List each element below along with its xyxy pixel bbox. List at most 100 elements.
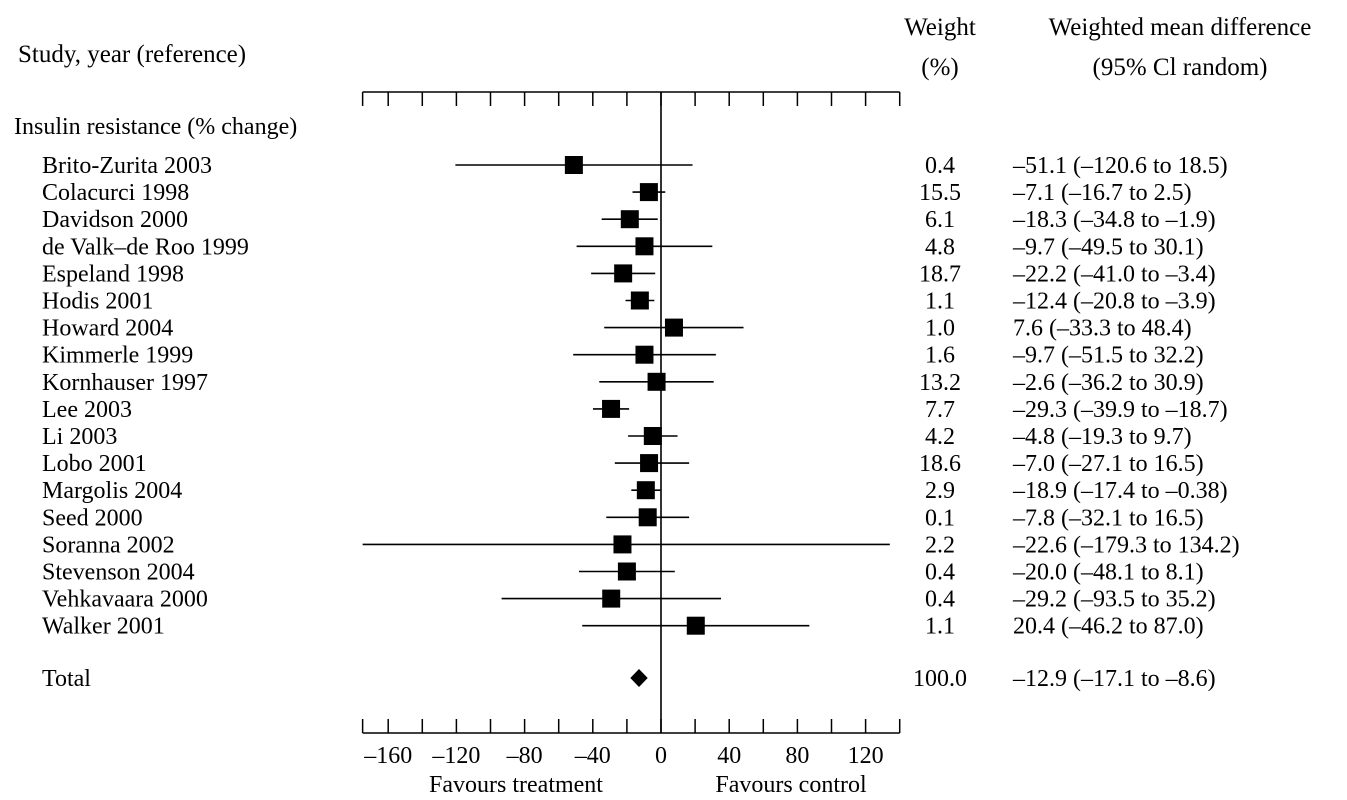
study-ci-text: –9.7 (–51.5 to 32.2) [1012,343,1204,369]
study-weight: 0.4 [925,587,955,613]
study-weight: 13.2 [919,370,961,396]
point-estimate-square [635,345,654,364]
study-weight: 0.1 [925,505,955,531]
study-weight: 4.2 [925,424,955,450]
point-estimate-square [647,372,666,391]
x-tick-label: 0 [655,743,667,769]
study-ci-text: –18.3 (–34.8 to –1.9) [1012,207,1216,233]
point-estimate-square [564,156,583,174]
total-ci-text: –12.9 (–17.1 to –8.6) [1012,666,1216,692]
study-row: Lee 2003 7.7 –29.3 (–39.9 to –18.7) [42,397,1228,423]
total-row: Total 100.0 –12.9 (–17.1 to –8.6) [42,666,1216,692]
favours-treatment-label: Favours treatment [429,772,603,798]
study-row: Seed 2000 0.1 –7.8 (–32.1 to 16.5) [42,505,1204,531]
study-ci-text: 20.4 (–46.2 to 87.0) [1013,614,1204,640]
study-ci-text: –51.1 (–120.6 to 18.5) [1012,153,1228,179]
study-ci-text: –12.4 (–20.8 to –3.9) [1012,289,1216,315]
study-name: Davidson 2000 [42,207,188,233]
study-row: Lobo 2001 18.6 –7.0 (–27.1 to 16.5) [42,451,1204,477]
point-estimate-square [602,589,621,608]
study-ci-text: –18.9 (–17.4 to –0.38) [1012,478,1228,504]
point-estimate-square [640,454,659,473]
study-row: Hodis 2001 1.1 –12.4 (–20.8 to –3.9) [42,289,1216,315]
point-estimate-square [617,562,636,581]
point-estimate-square [613,535,632,554]
study-ci-text: –4.8 (–19.3 to 9.7) [1012,424,1192,450]
study-row: Howard 2004 1.0 7.6 (–33.3 to 48.4) [42,316,1192,342]
study-name: Kornhauser 1997 [42,370,208,396]
favours-control-label: Favours control [715,772,867,798]
study-row: Kimmerle 1999 1.6 –9.7 (–51.5 to 32.2) [42,343,1204,369]
study-name: Brito-Zurita 2003 [42,153,212,179]
study-ci-text: –9.7 (–49.5 to 30.1) [1012,234,1204,260]
study-ci-text: –29.2 (–93.5 to 35.2) [1012,587,1216,613]
study-weight: 0.4 [925,153,955,179]
study-weight: 1.0 [925,316,955,342]
study-ci-text: –7.0 (–27.1 to 16.5) [1012,451,1204,477]
study-row: Soranna 2002 2.2 –22.6 (–179.3 to 134.2) [42,532,1240,558]
x-tick-label: 40 [717,743,741,769]
total-label: Total [42,666,91,692]
weight-column-header-line1: Weight [904,14,976,41]
point-estimate-square [664,318,683,337]
point-estimate-square [635,237,654,256]
study-name: Margolis 2004 [42,478,182,504]
x-tick-label: –120 [431,743,480,769]
study-weight: 1.1 [925,289,955,315]
study-ci-text: –7.1 (–16.7 to 2.5) [1012,180,1192,206]
study-ci-text: –29.3 (–39.9 to –18.7) [1012,397,1228,423]
study-row: Vehkavaara 2000 0.4 –29.2 (–93.5 to 35.2) [42,587,1216,613]
study-weight: 6.1 [925,207,955,233]
study-rows: Brito-Zurita 2003 0.4 –51.1 (–120.6 to 18.… [42,153,1240,640]
study-weight: 2.2 [925,532,955,558]
point-estimate-square [638,508,657,527]
study-name: Howard 2004 [42,316,173,342]
study-row: Walker 2001 1.1 20.4 (–46.2 to 87.0) [42,614,1204,640]
point-estimate-square [639,183,658,202]
x-tick-label: 80 [785,743,809,769]
study-name: Vehkavaara 2000 [42,587,208,613]
study-row: Margolis 2004 2.9 –18.9 (–17.4 to –0.38) [42,478,1228,504]
x-tick-label: 120 [848,743,884,769]
study-name: Espeland 1998 [42,261,184,287]
study-weight: 15.5 [919,180,961,206]
point-estimate-square [630,291,649,310]
study-name: de Valk–de Roo 1999 [42,234,249,260]
study-row: Colacurci 1998 15.5 –7.1 (–16.7 to 2.5) [42,180,1192,206]
study-ci-text: –2.6 (–36.2 to 30.9) [1012,370,1204,396]
point-estimate-square [602,399,621,418]
study-weight: 1.1 [925,614,955,640]
total-diamond [630,669,648,687]
point-estimate-square [636,481,655,500]
study-name: Kimmerle 1999 [42,343,193,369]
study-row: de Valk–de Roo 1999 4.8 –9.7 (–49.5 to 30.… [42,234,1204,260]
study-weight: 18.6 [919,451,961,477]
study-ci-text: –20.0 (–48.1 to 8.1) [1012,560,1204,586]
weight-column-header-line2: (%) [921,54,958,81]
study-ci-text: 7.6 (–33.3 to 48.4) [1013,316,1192,342]
study-name: Colacurci 1998 [42,180,189,206]
study-name: Stevenson 2004 [42,560,195,586]
point-estimate-square [620,210,639,229]
study-name: Lee 2003 [42,397,132,423]
wmd-column-header-line1: Weighted mean difference [1049,14,1312,41]
x-tick-labels: –160 –120 –80 –40 0 40 80 120 [363,743,883,769]
study-weight: 7.7 [925,397,955,423]
study-name: Seed 2000 [42,505,143,531]
axes [361,91,901,734]
study-row: Brito-Zurita 2003 0.4 –51.1 (–120.6 to 18.… [42,153,1228,179]
study-ci-text: –7.8 (–32.1 to 16.5) [1012,505,1204,531]
study-row: Stevenson 2004 0.4 –20.0 (–48.1 to 8.1) [42,560,1204,586]
study-weight: 2.9 [925,478,955,504]
x-tick-label: –160 [363,743,412,769]
study-ci-text: –22.2 (–41.0 to –3.4) [1012,261,1216,287]
study-row: Li 2003 4.2 –4.8 (–19.3 to 9.7) [42,424,1192,450]
study-weight: 18.7 [919,261,961,287]
study-name: Soranna 2002 [42,532,175,558]
study-ci-text: –22.6 (–179.3 to 134.2) [1012,532,1240,558]
study-row: Espeland 1998 18.7 –22.2 (–41.0 to –3.4) [42,261,1216,287]
study-row: Davidson 2000 6.1 –18.3 (–34.8 to –1.9) [42,207,1216,233]
study-weight: 1.6 [925,343,955,369]
x-tick-label: –40 [574,743,611,769]
study-weight: 4.8 [925,234,955,260]
